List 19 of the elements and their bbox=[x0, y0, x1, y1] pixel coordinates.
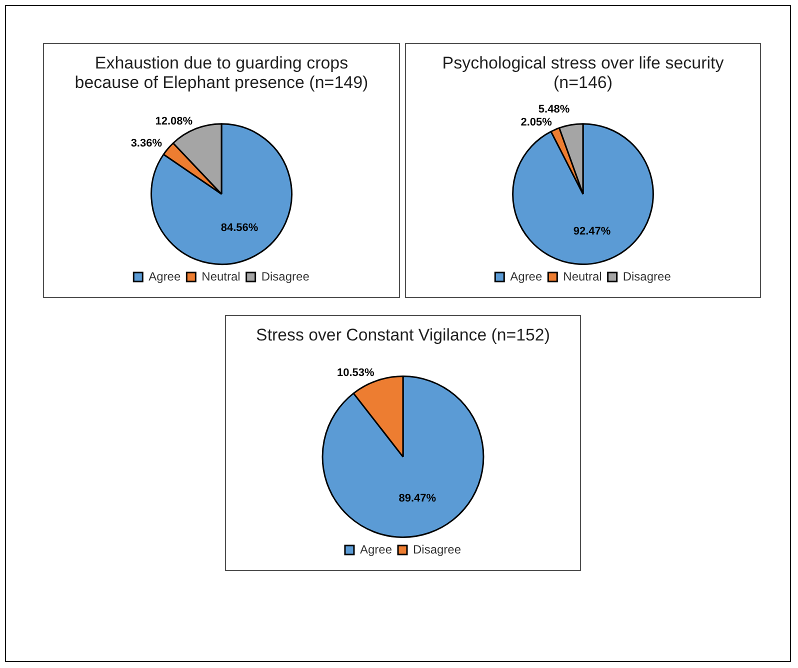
chart-title: Exhaustion due to guarding crops because of Elephant presence (n=149) bbox=[74, 53, 368, 92]
legend-label: Disagree bbox=[622, 269, 672, 284]
data-label: 3.36% bbox=[130, 137, 162, 150]
data-label: 89.47% bbox=[398, 492, 436, 505]
chart-title: Stress over Constant Vigilance (n=152) bbox=[256, 325, 550, 344]
data-label: 2.05% bbox=[520, 116, 552, 128]
data-label: 12.08% bbox=[155, 115, 193, 128]
legend-label: Agree bbox=[510, 269, 542, 284]
chart-title: Psychological stress over life security (n=146) bbox=[442, 53, 724, 92]
data-label: 84.56% bbox=[220, 222, 258, 234]
legend-label: Neutral bbox=[563, 269, 602, 284]
data-label: 92.47% bbox=[573, 226, 611, 238]
legend-label: Disagree bbox=[413, 542, 462, 556]
legend-label: Disagree bbox=[261, 269, 310, 284]
data-label: 5.48% bbox=[538, 103, 570, 116]
data-label: 10.53% bbox=[336, 367, 374, 380]
legend-label: Agree bbox=[360, 542, 392, 556]
legend-label: Agree bbox=[148, 269, 181, 284]
legend-label: Neutral bbox=[202, 269, 240, 284]
